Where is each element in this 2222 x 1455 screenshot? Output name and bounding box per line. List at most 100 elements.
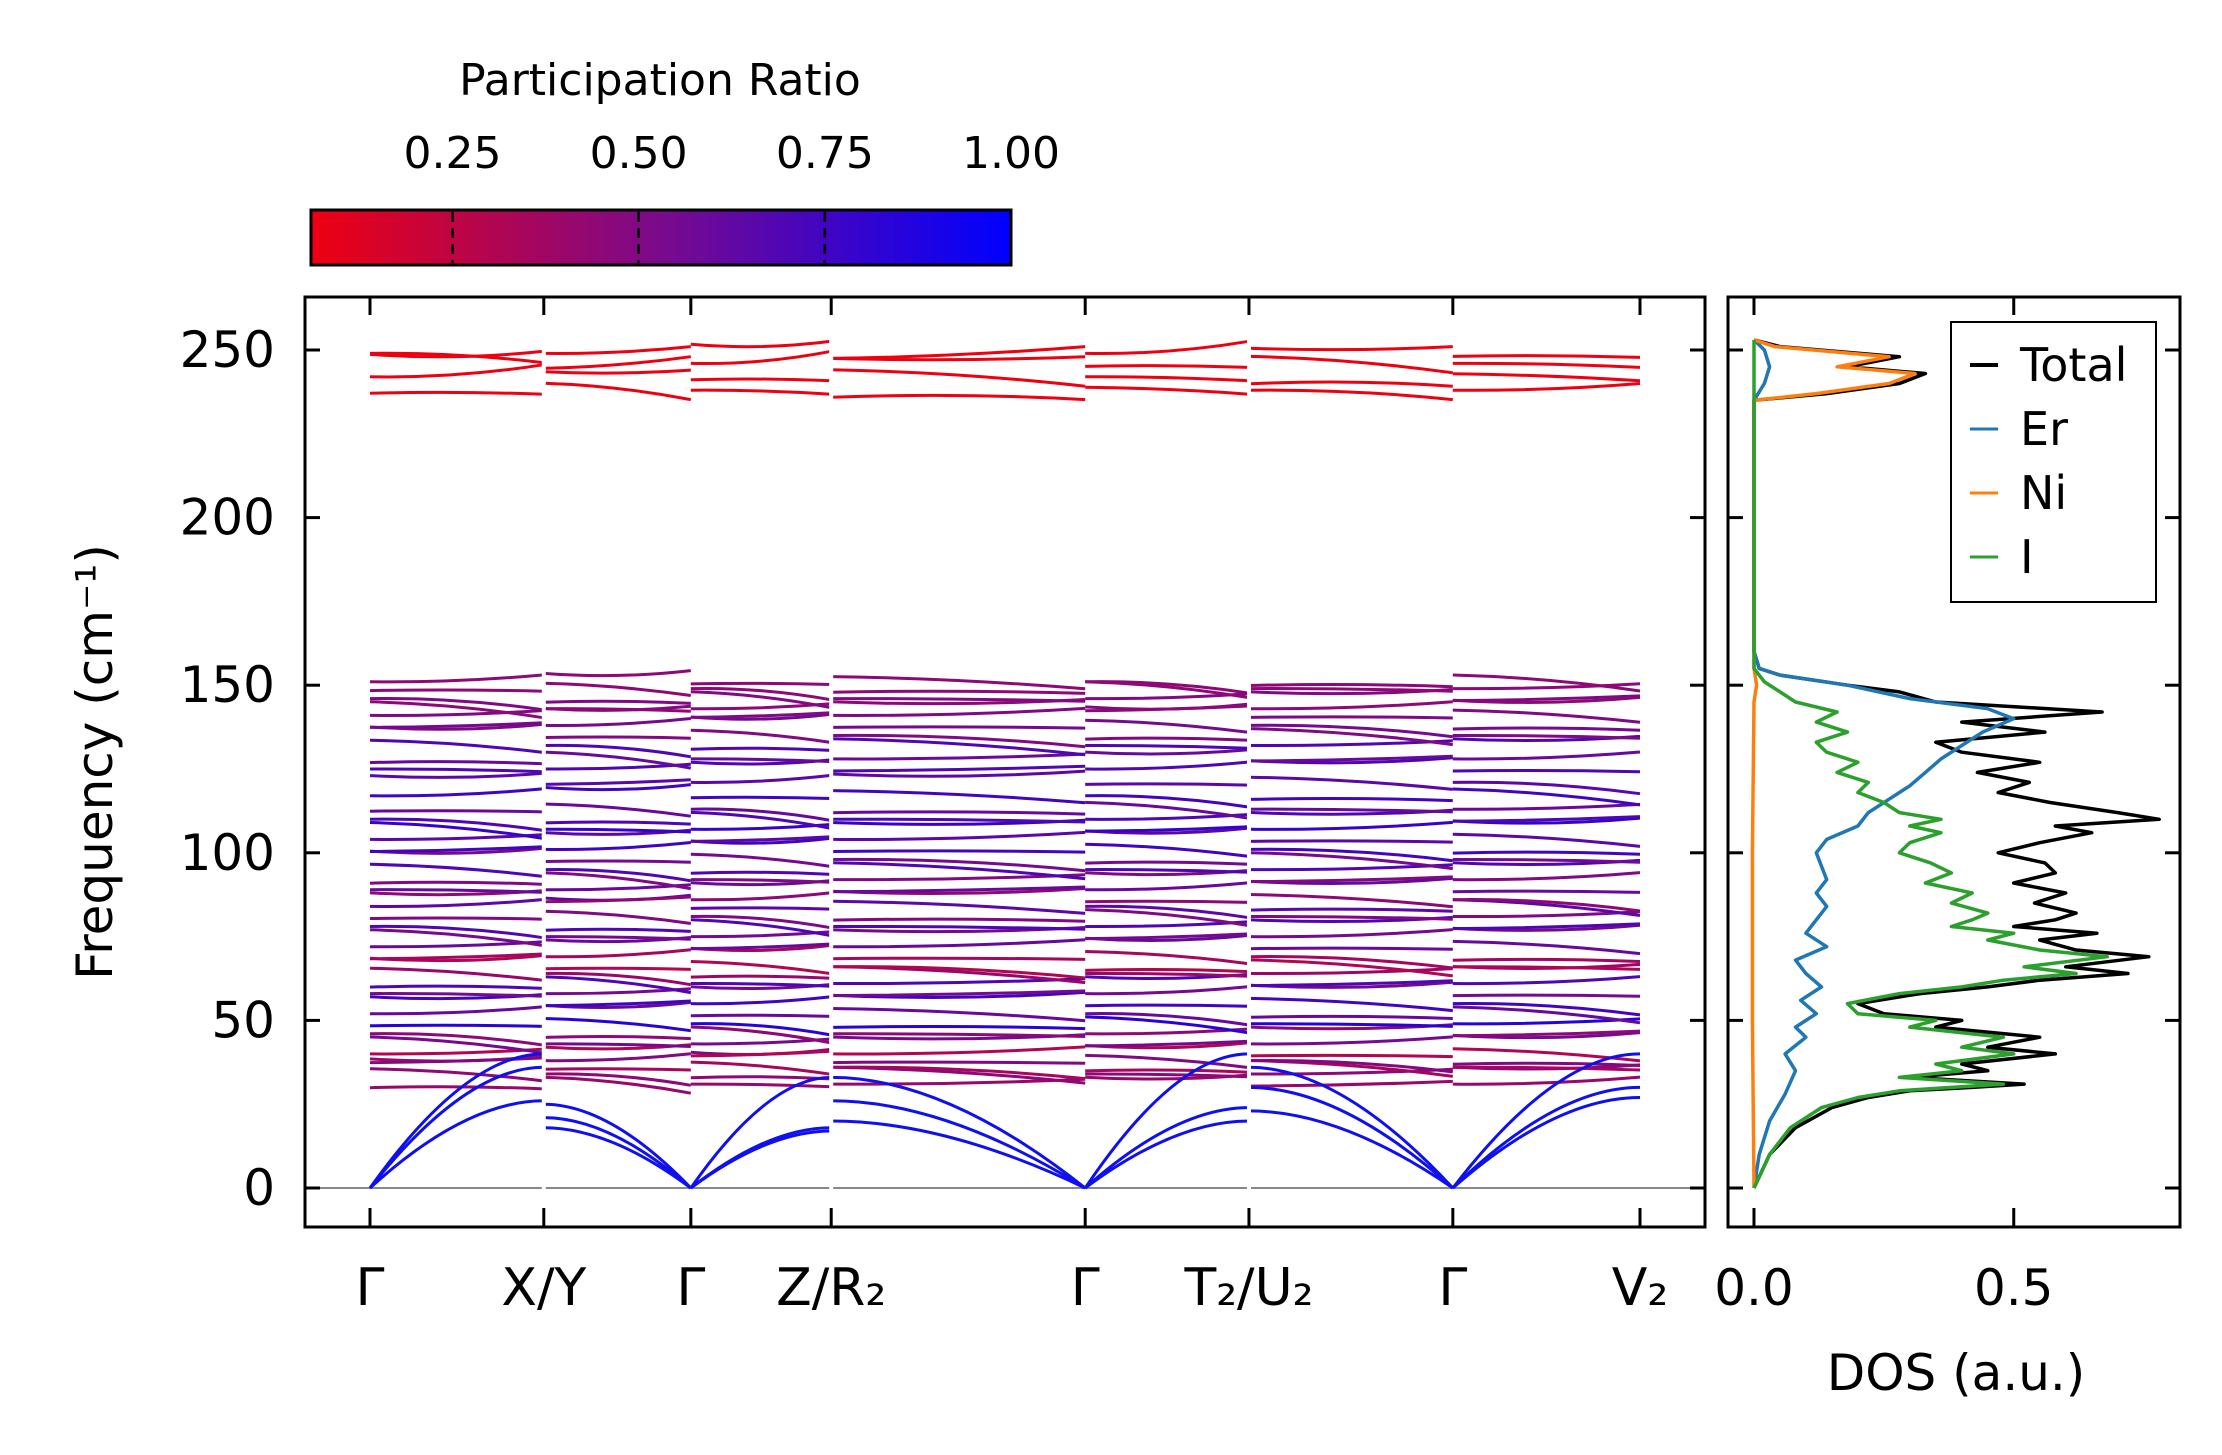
optical-band — [543, 1072, 692, 1087]
band-y-label: Frequency (cm⁻¹) — [66, 544, 124, 980]
optical-band — [1452, 802, 1641, 811]
optical-band — [1452, 354, 1641, 359]
optical-band — [543, 355, 692, 370]
optical-band — [1452, 1075, 1641, 1086]
optical-band — [690, 810, 832, 830]
optical-band — [690, 960, 832, 976]
optical-band — [1248, 893, 1453, 909]
optical-band — [1248, 996, 1453, 1013]
optical-band — [690, 388, 832, 396]
acoustic-branch — [543, 1116, 692, 1190]
k-point-label: Γ — [1071, 1258, 1100, 1318]
optical-band — [1085, 704, 1250, 713]
acoustic-branch — [1248, 1109, 1454, 1190]
optical-band — [1248, 388, 1453, 402]
optical-band — [690, 681, 832, 686]
optical-band — [369, 1056, 544, 1065]
optical-band — [1085, 680, 1250, 695]
optical-band — [690, 795, 832, 800]
optical-band — [690, 1025, 832, 1045]
optical-band — [1248, 380, 1453, 388]
optical-band — [1085, 743, 1250, 750]
optical-band — [369, 738, 544, 754]
optical-band — [1452, 1047, 1641, 1063]
optical-band — [1085, 1003, 1250, 1008]
optical-band — [1085, 967, 1250, 974]
optical-band — [543, 1052, 691, 1063]
optical-band — [1452, 382, 1641, 392]
k-point-label: V₂ — [1612, 1258, 1668, 1318]
optical-band — [1085, 375, 1250, 383]
optical-band — [543, 841, 691, 851]
y-tick-label: 200 — [180, 489, 275, 547]
optical-band — [1452, 1029, 1641, 1038]
dos-lines — [1750, 338, 2161, 1189]
optical-band — [369, 767, 544, 774]
optical-band — [369, 1023, 544, 1028]
band-y-axis: 0 50 100 150 200 250 — [180, 321, 1705, 1217]
optical-band — [831, 956, 1086, 961]
dos-frame — [1726, 295, 2182, 1229]
optical-band — [543, 368, 691, 375]
optical-band — [369, 992, 544, 998]
acoustic-branch — [368, 1065, 544, 1189]
optical-band — [543, 895, 691, 904]
optical-band — [543, 345, 691, 355]
optical-band — [831, 1032, 1086, 1038]
optical-band — [831, 733, 1086, 749]
optical-band — [690, 918, 832, 938]
optical-band — [1085, 1068, 1250, 1074]
band-k-path-axis: Γ X/Y Γ Z/R₂ Γ T₂/U₂ Γ V₂ — [356, 297, 1668, 1318]
optical-band — [690, 1022, 832, 1037]
optical-band — [831, 393, 1086, 402]
optical-band — [690, 852, 832, 868]
optical-band — [369, 952, 544, 961]
optical-band — [1085, 932, 1250, 941]
optical-band — [369, 1085, 544, 1091]
acoustic-branch — [1084, 1106, 1249, 1190]
optical-band — [831, 764, 1086, 773]
optical-band — [369, 817, 545, 832]
optical-band — [369, 700, 545, 720]
optical-band — [1085, 825, 1250, 833]
optical-band — [369, 1035, 545, 1055]
band-frame — [303, 295, 1707, 1229]
optical-band — [369, 809, 544, 814]
optical-band — [1452, 832, 1641, 848]
optical-band — [1452, 673, 1641, 693]
optical-band — [831, 725, 1086, 730]
optical-band — [369, 760, 544, 766]
legend-label: Total — [2019, 338, 2127, 392]
acoustic-branch — [1451, 1096, 1641, 1190]
colorbar-title: Participation Ratio — [459, 55, 861, 106]
optical-band — [1085, 1053, 1250, 1070]
optical-band — [831, 1007, 1086, 1023]
dos-x-tick-label: 0.5 — [1974, 1259, 2054, 1317]
optical-band — [1452, 1061, 1641, 1067]
y-tick-label: 50 — [211, 991, 275, 1049]
optical-band — [543, 1067, 691, 1072]
k-point-label: Γ — [356, 1258, 385, 1318]
optical-band — [1085, 1012, 1250, 1027]
k-point-label: T₂/U₂ — [1183, 1258, 1313, 1318]
optical-band — [1248, 928, 1453, 939]
colorbar-tick-label: 0.25 — [404, 128, 502, 179]
optical-band — [1248, 723, 1453, 739]
optical-band — [690, 807, 832, 822]
optical-band — [1452, 780, 1641, 796]
optical-band — [690, 1082, 832, 1089]
optical-band — [831, 675, 1086, 691]
optical-band — [1085, 908, 1250, 928]
optical-band — [369, 966, 544, 982]
k-point-label: Γ — [676, 1258, 705, 1318]
optical-band — [690, 1060, 832, 1076]
optical-band — [543, 1075, 692, 1095]
optical-band — [543, 975, 692, 995]
optical-band — [1452, 898, 1641, 913]
optical-band — [690, 974, 832, 980]
optical-band — [1452, 361, 1641, 369]
optical-band — [369, 390, 544, 396]
optical-band — [543, 827, 691, 834]
dos-axes: 0.0 0.5 — [1714, 297, 2180, 1317]
acoustic-branch — [1451, 1085, 1641, 1190]
